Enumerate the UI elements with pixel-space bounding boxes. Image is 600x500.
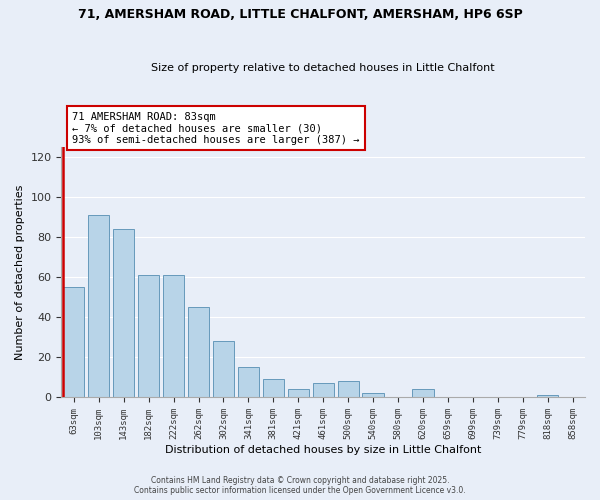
Bar bbox=[263, 380, 284, 398]
Bar bbox=[338, 382, 359, 398]
Text: 71 AMERSHAM ROAD: 83sqm
← 7% of detached houses are smaller (30)
93% of semi-det: 71 AMERSHAM ROAD: 83sqm ← 7% of detached… bbox=[72, 112, 359, 145]
Bar bbox=[537, 396, 558, 398]
Y-axis label: Number of detached properties: Number of detached properties bbox=[15, 184, 25, 360]
Bar bbox=[138, 276, 159, 398]
Bar bbox=[113, 230, 134, 398]
Bar bbox=[362, 394, 383, 398]
Bar bbox=[188, 308, 209, 398]
Bar bbox=[313, 384, 334, 398]
X-axis label: Distribution of detached houses by size in Little Chalfont: Distribution of detached houses by size … bbox=[165, 445, 481, 455]
Bar bbox=[213, 342, 234, 398]
Bar bbox=[63, 288, 85, 398]
Bar bbox=[163, 276, 184, 398]
Bar bbox=[88, 216, 109, 398]
Text: 71, AMERSHAM ROAD, LITTLE CHALFONT, AMERSHAM, HP6 6SP: 71, AMERSHAM ROAD, LITTLE CHALFONT, AMER… bbox=[77, 8, 523, 20]
Bar bbox=[238, 368, 259, 398]
Text: Contains HM Land Registry data © Crown copyright and database right 2025.
Contai: Contains HM Land Registry data © Crown c… bbox=[134, 476, 466, 495]
Title: Size of property relative to detached houses in Little Chalfont: Size of property relative to detached ho… bbox=[151, 63, 495, 73]
Bar bbox=[287, 390, 309, 398]
Bar bbox=[412, 390, 434, 398]
